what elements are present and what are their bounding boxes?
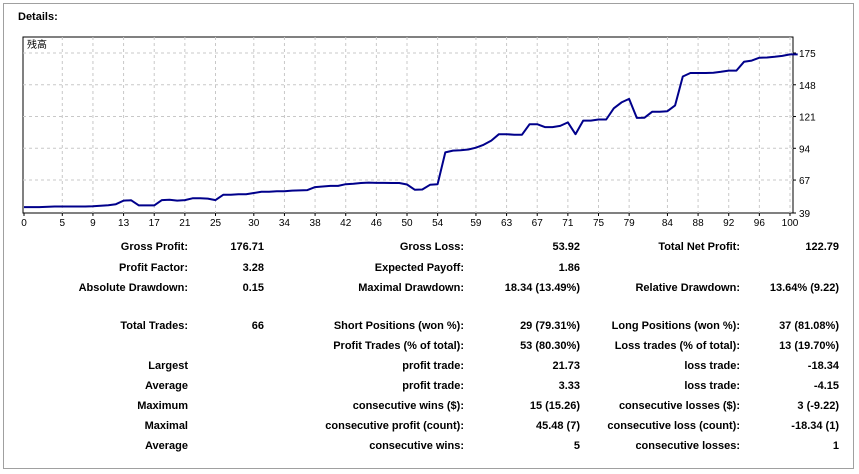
y-tick-label: 94 [799, 144, 811, 155]
x-tick-label: 42 [340, 218, 352, 229]
gross-loss-value: 53.92 [552, 241, 580, 253]
x-tick-label: 34 [279, 218, 291, 229]
expected-payoff-value: 1.86 [558, 262, 580, 274]
average-loss-value: -4.15 [813, 380, 839, 392]
average-loss-label: loss trade: [684, 380, 740, 392]
x-tick-label: 84 [662, 218, 674, 229]
x-tick-label: 54 [432, 218, 444, 229]
chart-plot-area [22, 36, 794, 214]
details-panel [3, 3, 854, 469]
max-consec-wins-value: 15 (15.26) [529, 400, 580, 412]
y-tick-label: 39 [799, 209, 811, 220]
x-tick-label: 67 [532, 218, 544, 229]
avg-consec-wins-value: 5 [573, 440, 580, 452]
gross-profit-value: 176.71 [230, 241, 264, 253]
long-positions-label: Long Positions (won %): [611, 320, 740, 332]
profit-trades-value: 53 (80.30%) [520, 340, 580, 352]
x-tick-label: 100 [782, 218, 799, 229]
total-net-profit-value: 122.79 [805, 241, 839, 253]
largest-loss-label: loss trade: [684, 360, 740, 372]
profit-factor-value: 3.28 [242, 262, 264, 274]
max-consec-wins-label: consecutive wins ($): [352, 400, 464, 412]
max-consec-losses-label: consecutive losses ($): [618, 400, 740, 412]
x-tick-label: 75 [593, 218, 605, 229]
absolute-drawdown-value: 0.15 [242, 282, 264, 294]
average-profit-value: 3.33 [558, 380, 580, 392]
x-tick-label: 21 [179, 218, 191, 229]
maximal-drawdown-label: Maximal Drawdown: [358, 282, 464, 294]
x-tick-label: 50 [401, 218, 413, 229]
loss-trades-value: 13 (19.70%) [779, 340, 839, 352]
avg-consec-losses-value: 1 [832, 440, 839, 452]
x-tick-label: 96 [754, 218, 766, 229]
relative-drawdown-label: Relative Drawdown: [635, 282, 740, 294]
maximal-consec-loss-label: consecutive loss (count): [607, 420, 740, 432]
gross-loss-label: Gross Loss: [399, 241, 464, 253]
y-tick-label: 121 [799, 113, 816, 124]
profit-factor-label: Profit Factor: [118, 262, 188, 274]
x-tick-label: 79 [624, 218, 636, 229]
avg-consec-wins-label: consecutive wins: [369, 440, 464, 452]
largest-loss-value: -18.34 [807, 360, 839, 372]
x-tick-label: 46 [371, 218, 383, 229]
x-tick-label: 17 [149, 218, 161, 229]
x-tick-label: 5 [60, 218, 66, 229]
max-consec-losses-value: 3 (-9.22) [797, 400, 839, 412]
gross-profit-label: Gross Profit: [120, 241, 188, 253]
x-tick-label: 92 [723, 218, 735, 229]
x-tick-label: 88 [693, 218, 705, 229]
x-tick-label: 30 [248, 218, 260, 229]
average-profit-label: profit trade: [402, 380, 464, 392]
y-tick-label: 148 [799, 81, 816, 92]
x-tick-label: 0 [21, 218, 27, 229]
y-tick-label: 67 [799, 176, 811, 187]
maximal-group-label: Maximal [144, 420, 188, 432]
details-title: Details: [18, 11, 58, 23]
short-positions-value: 29 (79.31%) [520, 320, 580, 332]
maximal-drawdown-value: 18.34 (13.49%) [504, 282, 580, 294]
maximal-consec-loss-value: -18.34 (1) [791, 420, 839, 432]
x-tick-label: 38 [310, 218, 322, 229]
x-tick-label: 59 [470, 218, 482, 229]
relative-drawdown-value: 13.64% (9.22) [769, 282, 839, 294]
expected-payoff-label: Expected Payoff: [374, 262, 464, 274]
absolute-drawdown-label: Absolute Drawdown: [78, 282, 188, 294]
total-trades-label: Total Trades: [120, 320, 188, 332]
long-positions-value: 37 (81.08%) [779, 320, 839, 332]
maximal-consec-profit-value: 45.48 (7) [535, 420, 580, 432]
total-net-profit-label: Total Net Profit: [658, 241, 740, 253]
balance-line [24, 53, 798, 209]
x-tick-label: 13 [118, 218, 130, 229]
largest-group-label: Largest [148, 360, 188, 372]
avg-consec-losses-label: consecutive losses: [635, 440, 740, 452]
x-tick-label: 9 [90, 218, 96, 229]
chart-legend: 残高 [27, 38, 47, 51]
short-positions-label: Short Positions (won %): [333, 320, 464, 332]
largest-profit-label: profit trade: [402, 360, 464, 372]
maximal-consec-profit-label: consecutive profit (count): [325, 420, 464, 432]
y-tick-label: 175 [799, 49, 816, 60]
average-group-label: Average [144, 380, 188, 392]
x-tick-label: 25 [210, 218, 222, 229]
total-trades-value: 66 [251, 320, 264, 332]
maximum-group-label: Maximum [137, 400, 188, 412]
largest-profit-value: 21.73 [552, 360, 580, 372]
profit-trades-label: Profit Trades (% of total): [333, 340, 464, 352]
x-tick-label: 63 [501, 218, 513, 229]
x-tick-label: 71 [562, 218, 574, 229]
average-consec-group-label: Average [144, 440, 188, 452]
loss-trades-label: Loss trades (% of total): [614, 340, 740, 352]
